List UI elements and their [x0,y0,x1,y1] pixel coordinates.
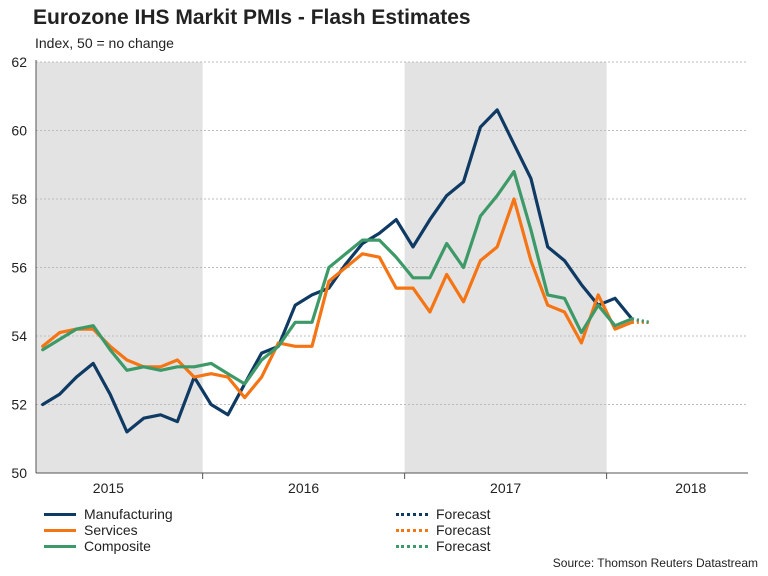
legend-services: Services [44,522,138,538]
legend-label-composite: Composite [84,538,151,554]
legend-label-services: Services [84,522,138,538]
y-tick-label: 54 [11,328,27,344]
shaded-band-0 [36,62,203,473]
legend-swatch-services [44,528,76,532]
legend-forecast-services: Forecast [396,522,490,538]
legend-swatch-forecast-manufacturing [396,512,428,516]
source-note: Source: Thomson Reuters Datastream [552,556,758,570]
legend-swatch-forecast-composite [396,544,428,548]
legend-swatch-forecast-services [396,528,428,532]
y-tick-label: 62 [11,54,27,70]
legend-forecast-manufacturing: Forecast [396,506,490,522]
legend-swatch-manufacturing [44,512,76,516]
legend-label-manufacturing: Manufacturing [84,506,173,522]
x-year-label: 2017 [490,480,521,496]
y-tick-label: 52 [11,397,27,413]
legend-composite: Composite [44,538,151,554]
legend-swatch-composite [44,544,76,548]
forecast-line-manufacturing [631,317,650,324]
legend-label-forecast-services: Forecast [436,522,491,538]
series-line-services [41,197,634,400]
chart-subtitle: Index, 50 = no change [35,35,174,51]
x-year-label: 2015 [93,480,124,496]
series-line-composite [41,170,634,386]
x-year-label: 2016 [288,480,319,496]
legend-label-forecast-manufacturing: Forecast [436,506,491,522]
y-tick-label: 50 [11,465,27,481]
legend-forecast-composite: Forecast [396,538,490,554]
y-tick-label: 56 [11,260,27,276]
forecast-line-composite [631,317,650,324]
legend-label-forecast-composite: Forecast [436,538,491,554]
chart-title: Eurozone IHS Markit PMIs - Flash Estimat… [33,6,471,29]
x-year-label: 2018 [675,480,706,496]
pmi-line-chart: 50 52 54 56 58 60 62 2015 2016 2017 2018 [11,54,748,496]
y-tick-label: 60 [11,123,27,139]
legend-manufacturing: Manufacturing [44,506,173,522]
y-tick-label: 58 [11,191,27,207]
